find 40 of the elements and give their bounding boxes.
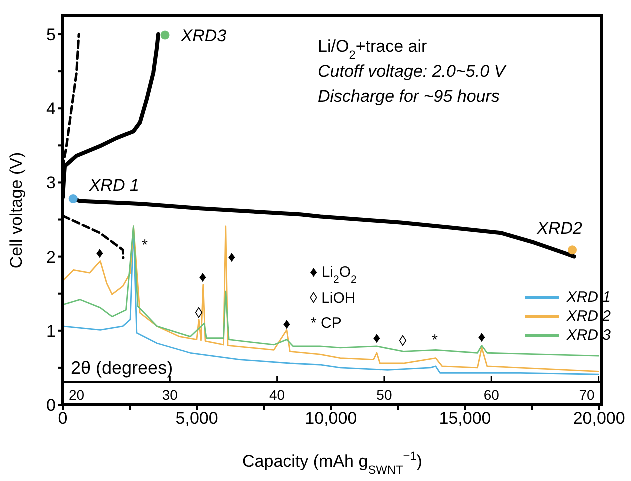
x2-tick-label: 60 (484, 387, 500, 403)
legend-label: XRD 2 (566, 308, 611, 325)
annotation: ♦ Li$_{2}$O$_{2}$ (310, 264, 358, 286)
y-tick-label: 5 (46, 26, 56, 45)
x2-tick-label: 30 (162, 387, 178, 403)
annotation: ♦ (199, 269, 208, 286)
x2-tick-label: 40 (270, 387, 286, 403)
x2-tick-label: 20 (69, 387, 85, 403)
x2-tick-label: 50 (376, 387, 392, 403)
legend-label: XRD 1 (566, 289, 611, 306)
annotation: ◊ LiOH (310, 290, 356, 307)
y-tick-label: 3 (46, 174, 56, 193)
annotation: Discharge for ~95 hours (318, 87, 500, 106)
annotation: XRD 1 (88, 176, 140, 196)
annotation: Li/O$_{2}$+trace air (318, 37, 428, 62)
y-tick-label: 4 (46, 100, 56, 119)
annotation: XRD2 (536, 219, 584, 238)
annotation: ♦ (96, 245, 104, 262)
y-tick-label: 2 (46, 248, 56, 267)
annotation: * (432, 332, 438, 349)
y-axis-title: Cell voltage (V) (7, 152, 26, 269)
x-tick-label: 5,000 (176, 409, 218, 428)
x-tick-label: 20,000 (573, 409, 626, 428)
annotation: ♦ (478, 329, 486, 346)
annotation: ♦ (228, 249, 236, 266)
x2-axis-title: 2θ (degrees) (71, 358, 174, 378)
y-tick-label: 0 (46, 396, 56, 416)
x-tick-label: 15,000 (439, 409, 492, 428)
annotation: XRD3 (180, 26, 228, 46)
x2-tick-label: 70 (579, 387, 595, 403)
y-tick-label: 1 (46, 322, 56, 341)
annotation: Cutoff voltage: 2.0~5.0 V (318, 62, 508, 81)
annotation: * CP (311, 315, 342, 332)
annotation: ♦ (373, 330, 382, 347)
x-axis-title: Capacity (mAh g$_{SWNT}$$^{−1}$) (242, 449, 422, 477)
annotation: * (142, 237, 148, 254)
legend-label: XRD 3 (566, 327, 611, 344)
annotation: ♦ (283, 316, 292, 333)
annotation: ◊ (399, 333, 408, 350)
x-tick-label: 10,000 (305, 409, 358, 428)
